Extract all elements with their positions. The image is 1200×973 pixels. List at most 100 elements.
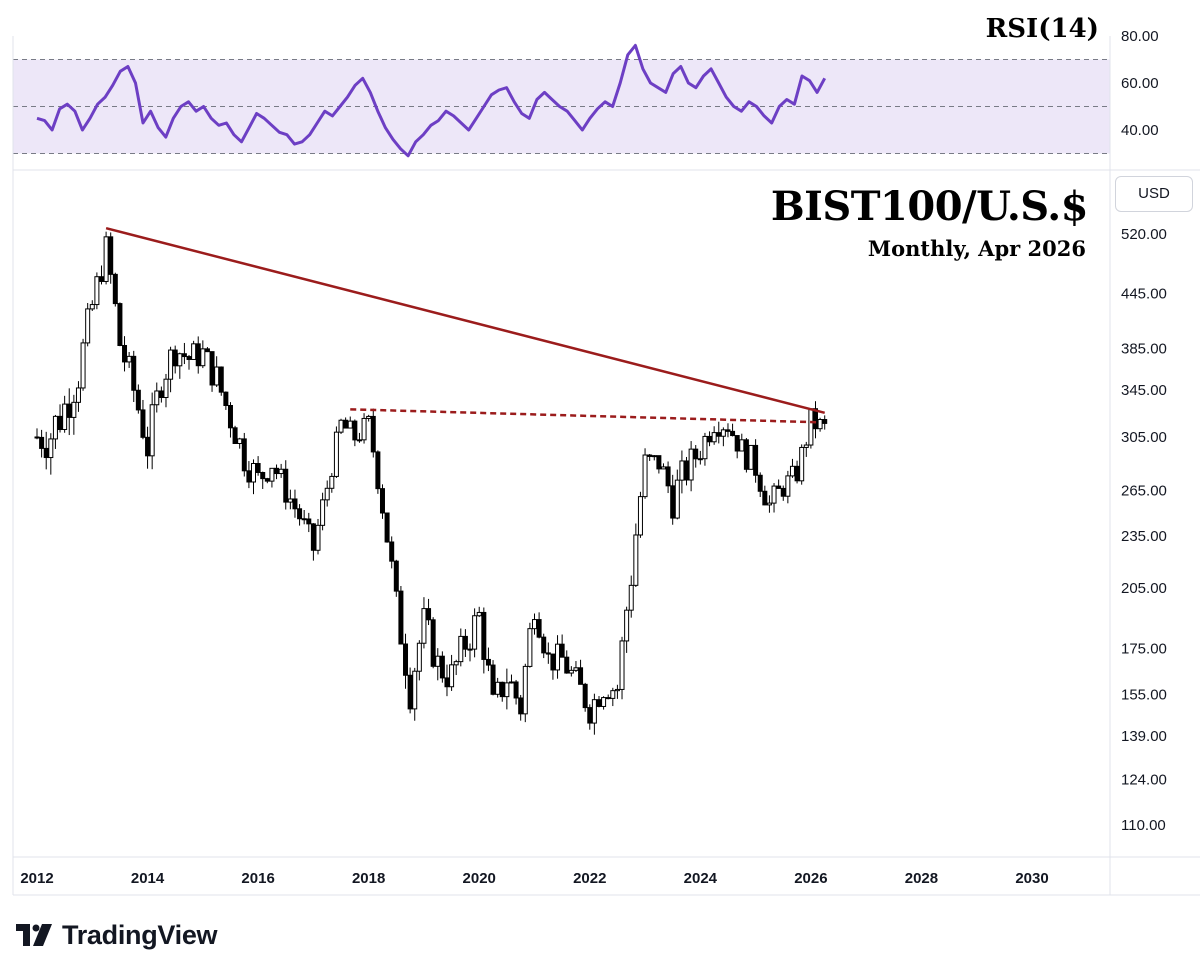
candle-body: [568, 669, 574, 674]
candle-body: [605, 697, 611, 700]
candle-body: [366, 415, 372, 419]
candle-body: [172, 349, 178, 367]
candle-body: [209, 351, 215, 386]
candle-body: [260, 472, 266, 480]
candle-body: [430, 619, 436, 667]
price-tick-label: 155.00: [1121, 687, 1167, 704]
candle-body: [444, 677, 450, 688]
candle-body: [112, 273, 118, 305]
candle-body: [324, 487, 330, 501]
price-axis[interactable]: 520.00 445.00 385.00 345.00 305.00 265.00 235.…: [1121, 226, 1167, 834]
candle-body: [508, 681, 514, 684]
candle-body: [168, 349, 174, 380]
candle-body: [361, 417, 367, 441]
candle-body: [532, 619, 537, 630]
candle-body: [693, 448, 699, 460]
candle-body: [103, 236, 109, 282]
time-tick-label: 2022: [573, 870, 606, 887]
candle-body: [587, 707, 593, 724]
candle-body: [246, 470, 252, 483]
candle-body: [518, 697, 524, 715]
candle-body: [232, 427, 238, 444]
price-tick-label: 305.00: [1121, 429, 1167, 446]
tradingview-logo: TradingView: [16, 918, 218, 952]
candle-body: [48, 438, 54, 459]
candle-body: [62, 403, 68, 430]
candle-body: [39, 436, 45, 449]
candle-body: [204, 348, 210, 353]
candle-body: [707, 435, 713, 443]
candle-body: [398, 590, 404, 645]
candle-body: [822, 419, 828, 424]
candle-body: [591, 699, 597, 724]
candle-body: [34, 436, 40, 439]
candle-body: [379, 488, 385, 514]
candle-body: [352, 420, 358, 441]
candle-body: [730, 430, 736, 437]
candle-body: [85, 308, 91, 344]
candle-body: [177, 353, 183, 367]
candle-body: [624, 609, 630, 642]
candle-body: [467, 648, 473, 651]
candle-body: [329, 475, 335, 489]
candle-body: [57, 415, 63, 430]
candle-body: [559, 643, 565, 658]
candle-body: [278, 468, 284, 475]
neckline-dashed[interactable]: [350, 408, 821, 424]
price-tick-label: 235.00: [1121, 528, 1167, 545]
candle-body: [794, 465, 800, 482]
candle-body: [564, 656, 570, 674]
price-tick-label: 265.00: [1121, 482, 1167, 499]
candle-body: [241, 438, 247, 472]
time-axis[interactable]: 2012 2014 2016 2018 2020 2022 2024 2026 2028 2030: [20, 870, 1048, 887]
candle-body: [375, 451, 381, 490]
candle-body: [743, 439, 749, 470]
candle-body: [269, 467, 275, 482]
price-tick-label: 139.00: [1121, 728, 1167, 745]
candle-body: [98, 276, 104, 282]
price-tick-label: 385.00: [1121, 340, 1167, 357]
candle-body: [596, 699, 602, 707]
candle-body: [403, 643, 409, 676]
candle-body: [287, 498, 293, 503]
candle-body: [536, 619, 542, 638]
candle-body: [301, 518, 307, 521]
candle-body: [292, 498, 298, 510]
candle-body: [789, 465, 795, 477]
candle-body: [670, 485, 676, 519]
candle-body: [545, 652, 551, 655]
candle-body: [200, 348, 206, 367]
candle-body: [435, 655, 441, 667]
candle-body: [472, 615, 478, 650]
rsi-tick-label: 80.00: [1121, 28, 1159, 45]
candle-body: [108, 236, 114, 275]
candle-body: [490, 664, 496, 695]
candle-body: [697, 458, 703, 461]
candle-body: [158, 390, 164, 399]
candle-body: [601, 697, 607, 707]
descending-trendline[interactable]: [105, 226, 826, 415]
candle-body: [52, 415, 58, 440]
candle-body: [237, 438, 243, 444]
candle-body: [140, 409, 146, 438]
candle-body: [665, 466, 671, 487]
price-tick-label: 175.00: [1121, 640, 1167, 657]
currency-button[interactable]: USD: [1115, 176, 1193, 212]
candle-body: [614, 688, 620, 692]
candle-body: [181, 353, 187, 358]
rsi-series-line: [36, 43, 827, 158]
time-tick-label: 2016: [241, 870, 274, 887]
candle-body: [315, 524, 321, 551]
candle-body: [370, 415, 376, 453]
price-tick-label: 205.00: [1121, 580, 1167, 597]
candle-body: [550, 653, 556, 671]
time-tick-label: 2014: [131, 870, 165, 887]
time-tick-label: 2026: [794, 870, 827, 887]
time-tick-label: 2024: [684, 870, 718, 887]
candle-body: [504, 682, 510, 698]
candle-body: [131, 355, 137, 391]
candle-body: [527, 628, 533, 667]
candle-body: [812, 408, 818, 430]
tradingview-logo-icon: [16, 924, 52, 946]
